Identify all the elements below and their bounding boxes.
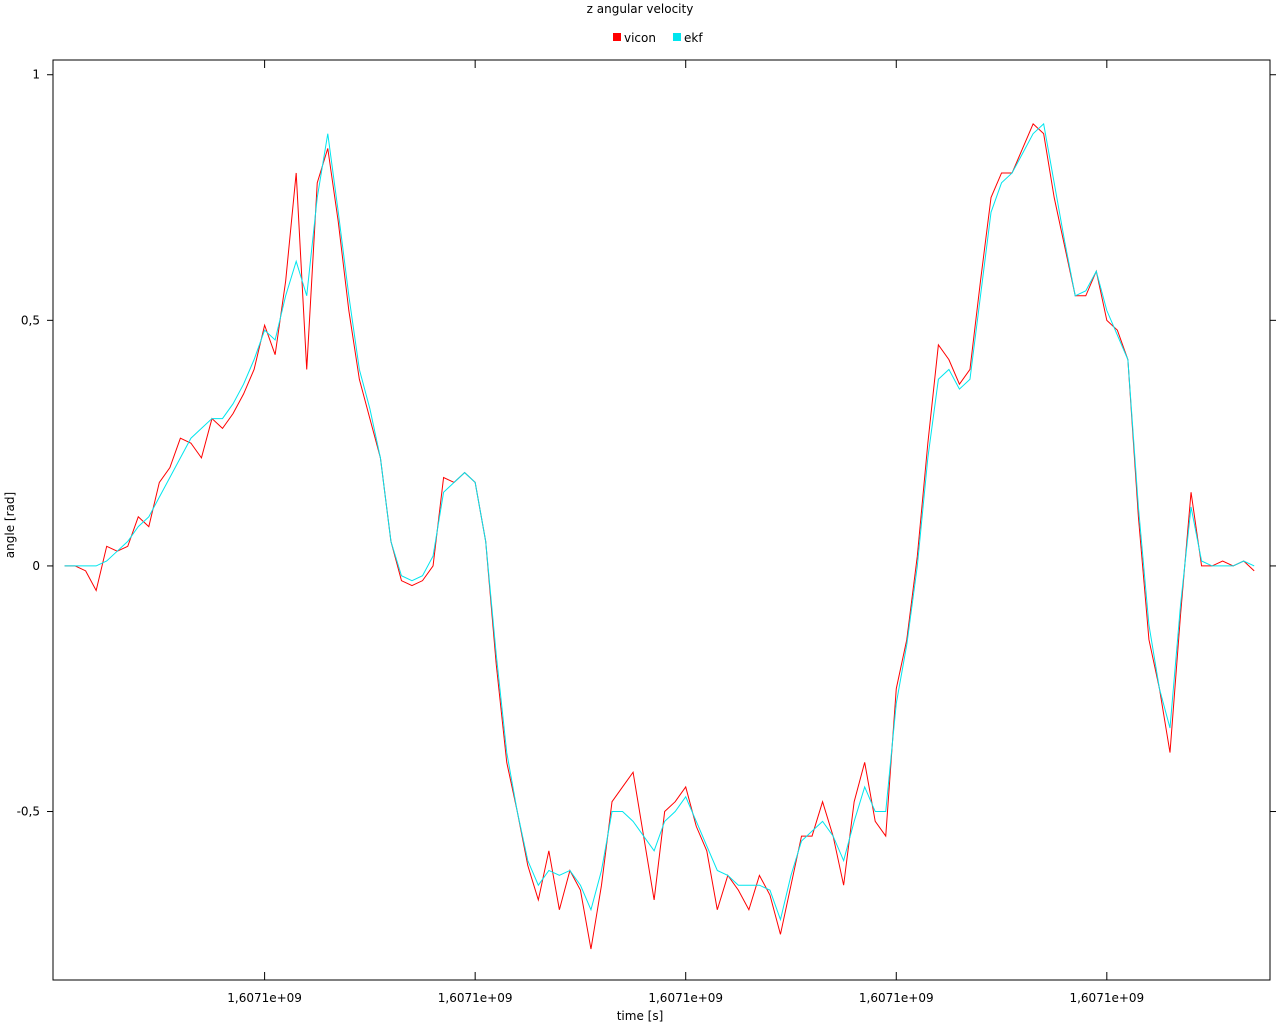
x-tick-label: 1,6071e+09 xyxy=(859,991,934,1005)
x-tick-label: 1,6071e+09 xyxy=(1069,991,1144,1005)
plot-frame xyxy=(52,59,1271,981)
data-line xyxy=(64,122,1255,922)
legend-swatch xyxy=(672,33,681,41)
y-tick-label: 0 xyxy=(32,559,40,573)
legend-label: vicon xyxy=(624,31,656,45)
chart-title: z angular velocity xyxy=(587,2,694,16)
legend-swatch xyxy=(613,33,621,41)
y-tick-label: -0,5 xyxy=(17,805,40,819)
y-tick-label: 1 xyxy=(32,68,40,82)
x-tick-label: 1,6071e+09 xyxy=(438,991,513,1005)
y-axis-label: angle [rad] xyxy=(3,492,17,558)
data-line xyxy=(64,122,1255,950)
x-tick-label: 1,6071e+09 xyxy=(227,991,302,1005)
y-tick-label: 0,5 xyxy=(21,313,40,327)
legend-label: ekf xyxy=(684,31,703,45)
x-axis-label: time [s] xyxy=(617,1009,664,1023)
x-tick-label: 1,6071e+09 xyxy=(648,991,723,1005)
